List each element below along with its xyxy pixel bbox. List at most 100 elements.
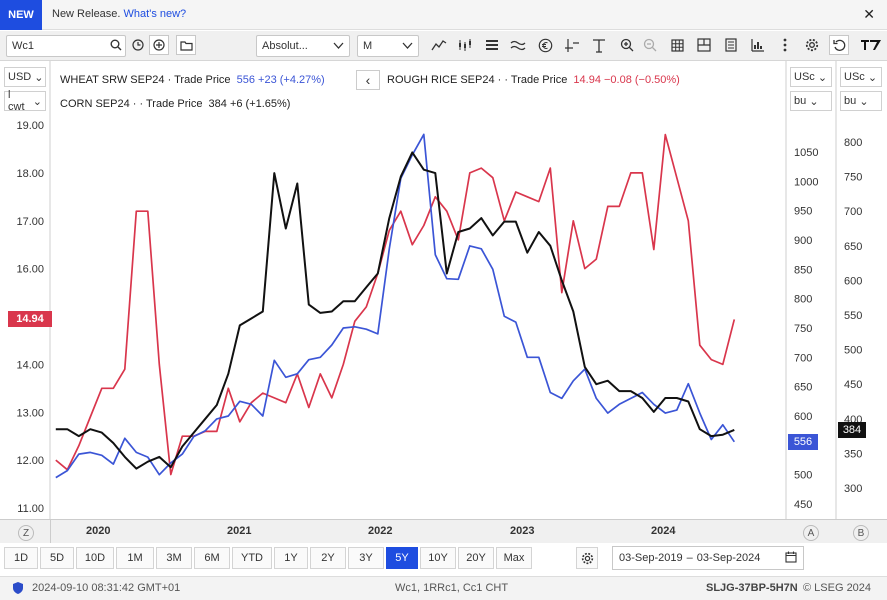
right-a-tick-label: 1050 [794, 147, 818, 159]
close-icon[interactable]: ✕ [863, 6, 875, 22]
more-icon[interactable] [775, 35, 795, 55]
range-max-button[interactable]: Max [496, 547, 532, 569]
x-label-2023: 2023 [510, 525, 535, 537]
right-a-tick-label: 1000 [794, 176, 818, 188]
right-b-tick-label: 600 [844, 275, 862, 287]
right-a-axis-button[interactable]: A [803, 525, 819, 541]
layout-icon[interactable] [694, 35, 714, 55]
book-icon[interactable] [721, 35, 741, 55]
legend-corn[interactable]: CORN SEP24 · · Trade Price 384 +6 (+1.65… [60, 98, 291, 110]
interval-label: M [363, 40, 373, 52]
legend-corn-name: CORN SEP24 [60, 98, 130, 110]
folder-icon[interactable] [176, 35, 196, 55]
left-axis-zoom-button[interactable]: Z [18, 525, 34, 541]
status-timestamp: 2024-09-10 08:31:42 GMT+01 [32, 582, 181, 594]
range-10y-button[interactable]: 10Y [420, 547, 456, 569]
left-currency-select[interactable]: USD ⌄ [4, 67, 46, 87]
text-icon[interactable] [589, 35, 609, 55]
toolbar: Wc1 Absolut... M [0, 31, 887, 61]
left-tick-label: 17.00 [16, 216, 44, 228]
range-ytd-button[interactable]: YTD [232, 547, 272, 569]
right-b-axis-button[interactable]: B [853, 525, 869, 541]
euro-icon[interactable] [535, 35, 555, 55]
candle-icon[interactable] [455, 35, 475, 55]
x-label-2024: 2024 [651, 525, 676, 537]
banner-text: New Release. What's new? [52, 8, 186, 20]
series-line-wheat[interactable] [55, 133, 736, 479]
legend-corn-field: Trade Price [146, 98, 203, 110]
mode-select[interactable]: Absolut... [256, 35, 350, 57]
right-a-tick-label: 850 [794, 264, 812, 276]
new-badge: NEW [0, 0, 42, 30]
legend-wheat-field: Trade Price [174, 74, 231, 86]
right-a-tick-label: 450 [794, 499, 812, 511]
wave-icon[interactable] [508, 35, 528, 55]
right-b-tick-label: 700 [844, 206, 862, 218]
chevron-down-icon: ⌄ [817, 71, 828, 84]
right-a-unit-label: bu [794, 95, 807, 107]
range-5d-button[interactable]: 5D [40, 547, 74, 569]
legend-rice-name: ROUGH RICE SEP24 [387, 74, 495, 86]
right-b-unit-select[interactable]: bu ⌄ [840, 91, 882, 111]
legend-corn-price: 384 [208, 98, 227, 110]
right-b-tick-label: 350 [844, 448, 862, 460]
rice-current-value: 14.94 [8, 311, 52, 328]
grid-icon[interactable] [667, 35, 687, 55]
legend-wheat[interactable]: WHEAT SRW SEP24 · Trade Price 556 +23 (+… [60, 74, 325, 86]
left-tick-label: 18.00 [16, 168, 44, 180]
mode-label: Absolut... [262, 40, 308, 52]
right-a-currency-select[interactable]: USc ⌄ [790, 67, 832, 87]
series-line-rice[interactable] [55, 133, 736, 476]
date-range-picker[interactable]: 03-Sep-2019 – 03-Sep-2024 [612, 546, 804, 570]
clock-icon[interactable] [128, 35, 148, 55]
add-icon[interactable] [149, 35, 169, 55]
zoom-in-icon[interactable] [617, 35, 637, 55]
range-1y-button[interactable]: 1Y [274, 547, 308, 569]
zoom-out-icon[interactable] [640, 35, 660, 55]
range-20y-button[interactable]: 20Y [458, 547, 494, 569]
legend-wheat-price: 556 [236, 74, 255, 86]
x-axis[interactable]: Z 2020 2021 2022 2023 2024 A B [0, 519, 887, 544]
price-chart[interactable]: 19.0018.0017.0016.0015.0014.0013.0012.00… [0, 61, 887, 519]
chart-area[interactable]: 19.0018.0017.0016.0015.0014.0013.0012.00… [0, 61, 887, 519]
end-date[interactable]: 03-Sep-2024 [696, 552, 761, 564]
wheat-current-value: 556 [788, 433, 818, 450]
legend-rice[interactable]: ROUGH RICE SEP24 · · Trade Price 14.94 −… [387, 74, 680, 86]
undo-icon[interactable] [829, 35, 849, 55]
range-3y-button[interactable]: 3Y [348, 547, 384, 569]
range-3m-button[interactable]: 3M [156, 547, 192, 569]
logo-icon[interactable] [858, 35, 884, 55]
legend-collapse-button[interactable]: ‹ [356, 70, 380, 90]
draw-icon[interactable] [562, 35, 582, 55]
interval-select[interactable]: M [357, 35, 419, 57]
right-b-currency-select[interactable]: USc ⌄ [840, 67, 882, 87]
right-b-unit-label: bu [844, 95, 857, 107]
whats-new-link[interactable]: What's new? [123, 8, 187, 20]
left-tick-label: 16.00 [16, 264, 44, 276]
right-a-unit-select[interactable]: bu ⌄ [790, 91, 832, 111]
range-1m-button[interactable]: 1M [116, 547, 154, 569]
shield-icon [12, 581, 24, 598]
date-separator: – [686, 552, 693, 564]
range-2y-button[interactable]: 2Y [310, 547, 346, 569]
start-date[interactable]: 03-Sep-2019 [619, 552, 683, 564]
range-5y-button[interactable]: 5Y [386, 547, 418, 569]
gear-icon[interactable] [802, 35, 822, 55]
range-1d-button[interactable]: 1D [4, 547, 38, 569]
search-icon[interactable] [106, 35, 126, 55]
chevron-down-icon: ⌄ [859, 95, 869, 108]
right-a-tick-label: 900 [794, 235, 812, 247]
line-chart-icon[interactable] [429, 35, 449, 55]
symbol-input[interactable]: Wc1 [6, 35, 126, 57]
series-line-corn[interactable] [55, 151, 735, 470]
calendar-icon[interactable] [785, 551, 797, 566]
bars-icon[interactable] [482, 35, 502, 55]
range-6m-button[interactable]: 6M [194, 547, 230, 569]
range-10d-button[interactable]: 10D [76, 547, 114, 569]
chevron-down-icon: ⌄ [34, 71, 44, 84]
left-tick-label: 19.00 [16, 120, 44, 132]
left-unit-select[interactable]: l cwt ⌄ [4, 89, 46, 113]
studies-icon[interactable] [748, 35, 768, 55]
gear-icon[interactable] [576, 547, 598, 569]
right-a-tick-label: 600 [794, 411, 812, 423]
